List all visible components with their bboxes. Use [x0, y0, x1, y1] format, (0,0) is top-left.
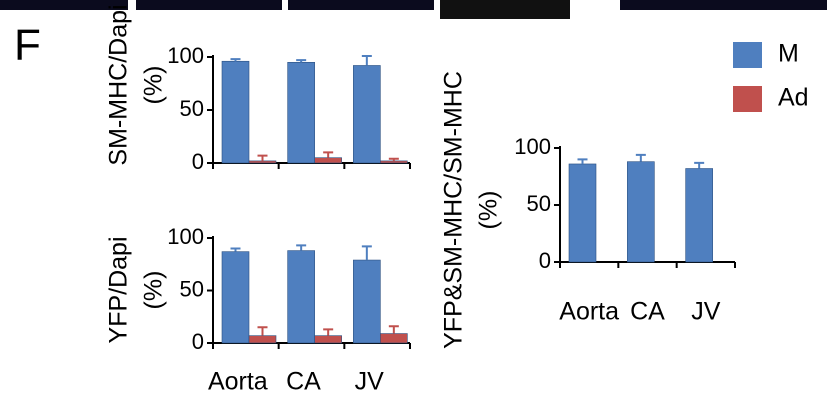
x-tick-label: Aorta: [208, 368, 268, 396]
x-tick-label: JV: [355, 368, 385, 396]
image-fragment: [288, 0, 434, 10]
x-tick-label: CA: [286, 368, 321, 396]
bar: [380, 161, 407, 163]
bar: [380, 334, 407, 343]
error-bar: [323, 329, 333, 335]
bar: [315, 336, 342, 343]
y-tick-label: 100: [167, 224, 204, 249]
y-tick-label: 0: [192, 149, 204, 174]
error-bar: [389, 326, 399, 333]
x-tick-label: Aorta: [559, 298, 619, 326]
error-bar: [578, 159, 588, 164]
x-tick-label: CA: [630, 298, 665, 326]
y-tick-label: 50: [180, 276, 204, 301]
y-axis-unit: (%): [475, 191, 503, 230]
error-bar: [231, 59, 241, 61]
panel-label: F: [14, 21, 41, 70]
error-bar: [323, 152, 333, 157]
legend-swatch: [733, 86, 762, 112]
y-tick-label: 100: [167, 43, 204, 68]
error-bar: [362, 56, 372, 66]
bar: [353, 65, 380, 163]
bar: [249, 161, 276, 163]
bar: [288, 62, 315, 163]
y-tick-label: 0: [539, 248, 551, 273]
error-bar: [389, 159, 399, 161]
y-tick-label: 50: [180, 96, 204, 121]
bar: [288, 251, 315, 343]
y-axis-unit: (%): [140, 271, 168, 310]
error-bar: [258, 327, 268, 335]
y-tick-label: 100: [514, 134, 551, 159]
x-tick-label: JV: [691, 298, 721, 326]
y-tick-label: 0: [192, 329, 204, 354]
bar: [627, 162, 654, 262]
bar: [315, 158, 342, 163]
legend-label: M: [778, 40, 799, 68]
error-bar: [231, 249, 241, 252]
figure: F SM-MHC/Dapi(%)050100YFP/Dapi(%)050100A…: [0, 0, 827, 403]
bar: [249, 336, 276, 343]
error-bar: [636, 155, 646, 162]
y-axis-label: YFP/Dapi: [105, 237, 133, 344]
bar: [222, 61, 249, 163]
bar: [353, 260, 380, 343]
error-bar: [694, 163, 704, 169]
y-axis-label: YFP&SM-MHC/SM-MHC: [440, 71, 468, 349]
y-axis-label: SM-MHC/Dapi: [105, 4, 133, 165]
error-bar: [296, 60, 306, 62]
y-axis-unit: (%): [140, 66, 168, 105]
error-bar: [296, 245, 306, 250]
bar: [569, 164, 596, 262]
y-tick-label: 50: [527, 191, 551, 216]
error-bar: [362, 246, 372, 260]
image-fragment: [136, 0, 282, 10]
legend-label: Ad: [778, 84, 809, 112]
bar: [222, 252, 249, 343]
image-fragment: [620, 0, 827, 10]
image-fragment: [440, 0, 570, 19]
legend-swatch: [733, 42, 762, 68]
error-bar: [258, 156, 268, 161]
bar: [686, 169, 713, 262]
